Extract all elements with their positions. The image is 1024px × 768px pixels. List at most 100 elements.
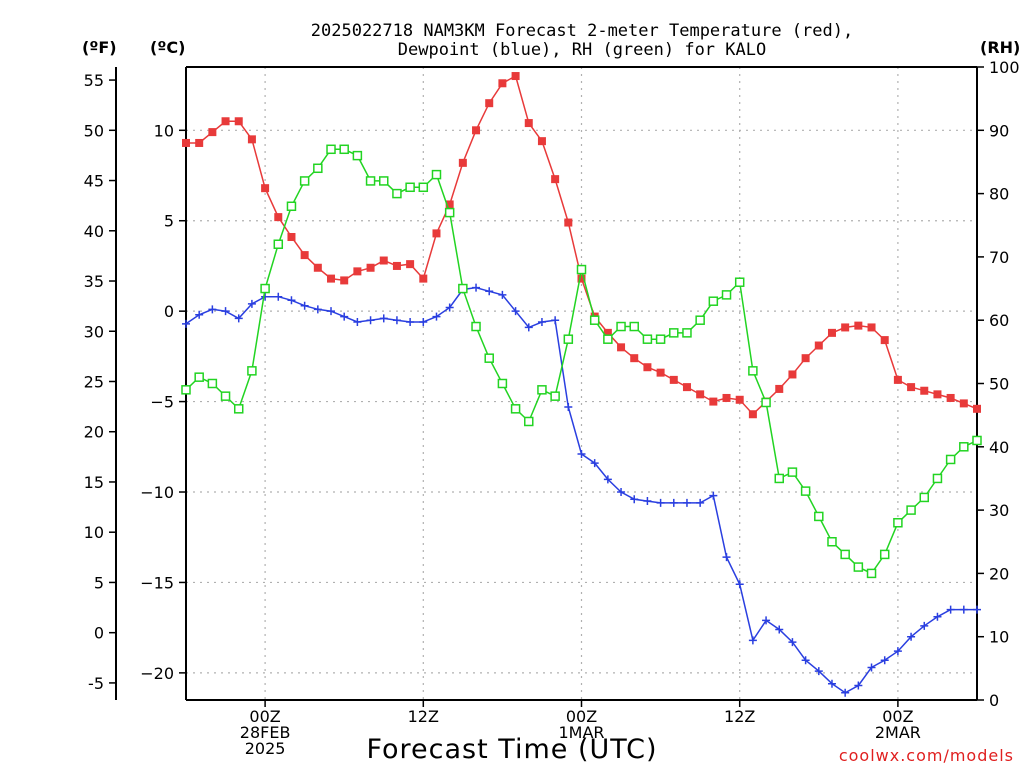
rh-tick-label: 100 bbox=[989, 58, 1020, 77]
temperature-point bbox=[432, 229, 441, 238]
rh-point bbox=[682, 328, 692, 338]
temperature-point bbox=[893, 375, 902, 384]
temperature-point bbox=[814, 341, 823, 350]
rh-tick-label: 0 bbox=[989, 691, 999, 710]
dewpoint-point bbox=[577, 450, 586, 459]
rh-point bbox=[945, 454, 956, 465]
temperature-point bbox=[933, 390, 942, 399]
rh-point bbox=[405, 182, 415, 193]
rh-point bbox=[260, 283, 270, 294]
dewpoint-point bbox=[630, 495, 639, 504]
time-tick-label: 00Z bbox=[249, 707, 280, 726]
rh-point bbox=[233, 404, 244, 414]
rh-point bbox=[326, 144, 336, 155]
fahrenheit-tick-label: 45 bbox=[84, 172, 104, 191]
dewpoint-point bbox=[656, 498, 665, 507]
dewpoint-point bbox=[841, 688, 850, 697]
temperature-point bbox=[709, 397, 718, 406]
dewpoint-point bbox=[748, 636, 757, 645]
rh-point bbox=[642, 334, 653, 344]
rh-tick-label: 10 bbox=[989, 628, 1009, 647]
temperature-point bbox=[498, 79, 507, 88]
dewpoint-point bbox=[182, 319, 190, 328]
temperature-point bbox=[959, 399, 968, 408]
rh-point bbox=[932, 473, 943, 484]
dewpoint-point bbox=[959, 605, 968, 614]
temperature-point bbox=[656, 368, 665, 377]
temperature-point bbox=[722, 393, 731, 402]
series-layer bbox=[181, 72, 982, 697]
rh-point bbox=[761, 397, 771, 408]
temperature-point bbox=[353, 267, 362, 276]
rh-point bbox=[444, 207, 455, 218]
dewpoint-point bbox=[643, 497, 652, 506]
rh-point bbox=[589, 315, 600, 325]
rh-point bbox=[814, 511, 824, 522]
rh-point bbox=[695, 315, 705, 325]
temperature-point bbox=[617, 343, 626, 352]
fahrenheit-tick-label: 10 bbox=[84, 523, 104, 542]
rh-point bbox=[840, 549, 850, 560]
temperature-point bbox=[511, 72, 520, 81]
dewpoint-point bbox=[537, 318, 546, 327]
temperature-point bbox=[261, 184, 270, 193]
temperature-point bbox=[920, 386, 929, 395]
chart-title-line2: Dewpoint (blue), RH (green) for KALO bbox=[398, 40, 766, 60]
dewpoint-point bbox=[775, 625, 784, 634]
rh-point bbox=[959, 442, 969, 452]
temperature-point bbox=[379, 256, 388, 265]
temperature-point bbox=[221, 117, 230, 126]
temperature-point bbox=[366, 263, 375, 272]
rh-tick-label: 60 bbox=[989, 311, 1009, 330]
rh-series bbox=[181, 144, 982, 579]
temperature-point bbox=[327, 274, 336, 283]
rh-point bbox=[616, 321, 626, 332]
temperature-point bbox=[406, 260, 415, 269]
temperature-point bbox=[247, 135, 256, 144]
rh-point bbox=[510, 404, 521, 414]
dewpoint-point bbox=[762, 616, 771, 625]
rh-point bbox=[893, 518, 903, 528]
fahrenheit-tick-label: 40 bbox=[84, 222, 104, 241]
temperature-point bbox=[524, 119, 533, 128]
dewpoint-point bbox=[287, 296, 296, 305]
temperature-point bbox=[458, 158, 467, 167]
dewpoint-point bbox=[472, 283, 481, 292]
rh-point bbox=[787, 467, 798, 477]
rh-point bbox=[471, 321, 481, 332]
dewpoint-point bbox=[907, 632, 916, 641]
rh-point bbox=[418, 182, 429, 193]
dewpoint-point bbox=[590, 459, 599, 468]
dewpoint-point bbox=[814, 667, 823, 676]
rh-point bbox=[194, 372, 204, 382]
fahrenheit-tick-label: 50 bbox=[84, 121, 104, 140]
rh-tick-label: 90 bbox=[989, 121, 1009, 140]
rh-point bbox=[379, 176, 389, 186]
fahrenheit-tick-label: 0 bbox=[94, 624, 104, 643]
rh-point bbox=[339, 144, 349, 155]
dewpoint-point bbox=[564, 403, 573, 412]
rh-point bbox=[247, 366, 257, 376]
temperature-point bbox=[577, 274, 586, 283]
credit-text: coolwx.com/models bbox=[839, 746, 1014, 765]
rh-point bbox=[365, 176, 376, 186]
celsius-tick-label: 5 bbox=[164, 212, 174, 231]
rh-point bbox=[392, 188, 402, 199]
axes bbox=[115, 66, 978, 701]
time-tick-label: 2025 bbox=[245, 739, 286, 758]
rh-point bbox=[800, 486, 811, 496]
temperature-point bbox=[880, 336, 889, 345]
dewpoint-point bbox=[261, 292, 270, 301]
rh-tick-label: 20 bbox=[989, 564, 1009, 583]
dewpoint-point bbox=[801, 656, 810, 665]
fahrenheit-tick-label: 5 bbox=[94, 573, 104, 592]
rh-point bbox=[919, 492, 930, 503]
fahrenheit-tick-label: 55 bbox=[84, 71, 104, 90]
rh-point bbox=[313, 163, 323, 174]
rh-point bbox=[879, 549, 890, 560]
dewpoint-point bbox=[682, 498, 691, 507]
temperature-point bbox=[182, 138, 190, 147]
